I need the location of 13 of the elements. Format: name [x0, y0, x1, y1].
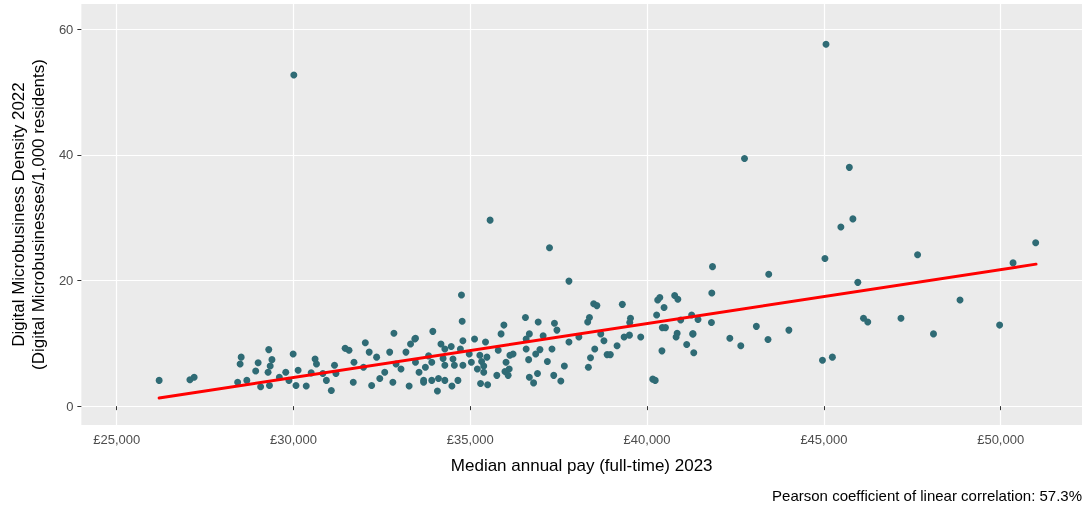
- y-tick-label: 60: [58, 21, 74, 37]
- y-tick-label: 20: [58, 272, 74, 288]
- x-tick-label: £45,000: [800, 432, 848, 447]
- x-axis-title: Median annual pay (full-time) 2023: [450, 455, 713, 475]
- x-tick-label: £30,000: [270, 432, 318, 447]
- y-axis-title: Digital Microbusiness Density 2022 (Digital Microbusinesses/1,000 residents): [8, 59, 48, 370]
- x-tick-label: £35,000: [446, 432, 494, 447]
- x-tick-label: £25,000: [93, 432, 141, 447]
- y-tick-label: 40: [58, 147, 74, 163]
- x-tick-label: £40,000: [623, 432, 671, 447]
- x-tick-label: £50,000: [977, 432, 1025, 447]
- text: Pearson coefficient of linear correlation: 57.3%: [772, 487, 1082, 504]
- y-tick-label: 0: [66, 398, 74, 414]
